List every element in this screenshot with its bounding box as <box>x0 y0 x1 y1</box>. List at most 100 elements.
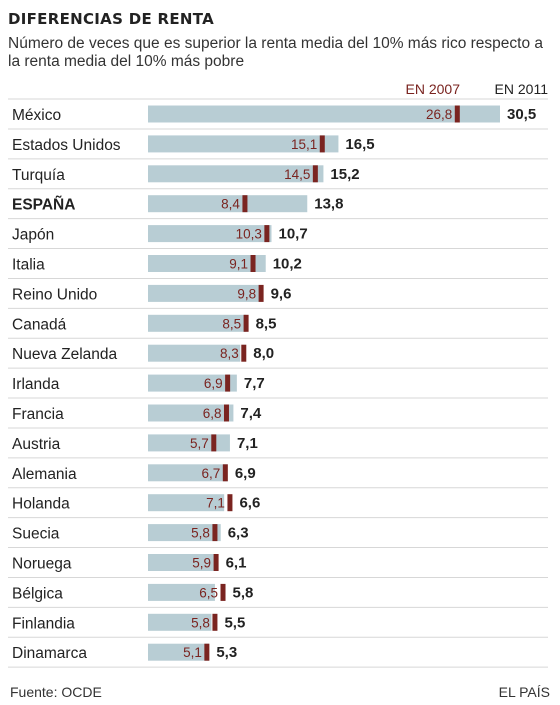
bar-2011 <box>148 524 221 542</box>
value-label-2011: 15,2 <box>330 166 359 183</box>
country-label: Holanda <box>12 496 70 513</box>
chart-title: DIFERENCIAS DE RENTA <box>8 10 215 28</box>
bar-2011 <box>148 464 228 482</box>
value-label-2007: 6,7 <box>202 466 221 481</box>
country-label: Canadá <box>12 316 67 333</box>
chart-subtitle: Número de veces que es superior la renta… <box>8 35 544 70</box>
value-label-2007: 8,3 <box>220 346 239 361</box>
value-label-2007: 6,8 <box>203 406 222 421</box>
country-label: Irlanda <box>12 376 60 393</box>
value-label-2007: 6,9 <box>204 376 223 391</box>
marker-2007 <box>241 344 247 362</box>
table-row: Turquía 14,5 15,2 <box>8 165 548 190</box>
marker-2007 <box>211 434 217 452</box>
marker-2007 <box>223 404 229 422</box>
value-label-2007: 26,8 <box>426 107 452 122</box>
publisher-credit: EL PAÍS <box>498 684 550 700</box>
table-row: México 26,8 30,5 <box>8 105 548 130</box>
value-label-2011: 5,5 <box>224 614 245 631</box>
table-row: Nueva Zelanda 8,3 8,0 <box>8 344 548 369</box>
country-label: Estados Unidos <box>12 137 121 154</box>
marker-2007 <box>212 524 218 542</box>
marker-2007 <box>454 105 460 123</box>
value-label-2007: 14,5 <box>284 167 310 182</box>
bar-2011 <box>148 583 215 601</box>
country-label: México <box>12 107 61 124</box>
table-row: Canadá 8,5 8,5 <box>8 314 548 339</box>
value-label-2011: 7,7 <box>244 375 265 392</box>
country-label: Nueva Zelanda <box>12 346 118 363</box>
marker-2007 <box>212 613 218 631</box>
marker-2007 <box>258 284 264 302</box>
legend-2007: EN 2007 <box>406 81 461 97</box>
value-label-2007: 7,1 <box>206 496 225 511</box>
bar-2011 <box>148 314 247 332</box>
value-label-2007: 5,1 <box>183 645 202 660</box>
value-label-2011: 6,1 <box>226 555 247 572</box>
bar-2011 <box>148 404 234 422</box>
table-row: ESPAÑA 8,4 13,8 <box>8 195 548 220</box>
country-label: Dinamarca <box>12 645 87 662</box>
table-row: Noruega 5,9 6,1 <box>8 554 548 578</box>
country-label: Turquía <box>12 167 65 184</box>
bar-2011 <box>148 494 225 512</box>
marker-2007 <box>243 314 249 332</box>
bar-2011 <box>148 284 259 302</box>
table-row: Irlanda 6,9 7,7 <box>8 374 548 399</box>
bar-2011 <box>148 225 272 243</box>
marker-2007 <box>242 195 248 213</box>
value-label-2011: 30,5 <box>507 106 536 123</box>
value-label-2011: 6,9 <box>235 465 256 482</box>
bar-2011 <box>148 344 241 362</box>
country-label: Italia <box>12 257 45 274</box>
country-label: Japón <box>12 227 54 244</box>
bar-2011 <box>148 165 324 183</box>
value-label-2011: 10,7 <box>278 226 307 243</box>
marker-2007 <box>204 643 210 661</box>
value-label-2011: 8,5 <box>256 315 277 332</box>
marker-2007 <box>220 583 226 601</box>
country-label: Finlandia <box>12 615 75 632</box>
country-label: Suecia <box>12 526 60 543</box>
value-label-2011: 5,3 <box>216 644 237 661</box>
table-row: Francia 6,8 7,4 <box>8 404 548 429</box>
legend-2011: EN 2011 <box>495 81 549 97</box>
value-label-2011: 10,2 <box>273 256 302 273</box>
value-label-2007: 9,1 <box>229 257 248 272</box>
country-label: Francia <box>12 406 64 423</box>
marker-2007 <box>222 464 228 482</box>
table-row: Alemania 6,7 6,9 <box>8 464 548 489</box>
bar-2011 <box>148 255 266 272</box>
value-label-2007: 5,9 <box>192 556 211 571</box>
table-row: Japón 10,3 10,7 <box>8 225 548 250</box>
country-label: Austria <box>12 436 61 453</box>
table-row: Estados Unidos 15,1 16,5 <box>8 135 548 160</box>
value-label-2007: 5,8 <box>191 615 210 630</box>
value-label-2011: 9,6 <box>271 285 292 302</box>
value-label-2007: 9,8 <box>237 286 256 301</box>
value-label-2007: 15,1 <box>291 137 317 152</box>
marker-2007 <box>227 494 233 512</box>
bar-2011 <box>148 613 212 631</box>
table-row: Holanda 7,1 6,6 <box>8 494 548 519</box>
bar-2011 <box>148 643 210 661</box>
value-label-2011: 7,1 <box>237 435 258 452</box>
table-row: Italia 9,1 10,2 <box>8 255 548 279</box>
value-label-2011: 6,3 <box>228 525 249 542</box>
marker-2007 <box>264 225 270 243</box>
marker-2007 <box>225 374 231 392</box>
value-label-2007: 8,4 <box>221 197 240 212</box>
bar-2011 <box>148 554 219 571</box>
table-row: Suecia 5,8 6,3 <box>8 524 548 549</box>
bar-2011 <box>148 135 339 153</box>
bar-2011 <box>148 434 230 452</box>
country-label: Noruega <box>12 556 72 573</box>
marker-2007 <box>319 135 325 153</box>
value-label-2011: 16,5 <box>345 136 374 153</box>
table-row: Bélgica 6,5 5,8 <box>8 583 548 608</box>
country-label: Alemania <box>12 466 77 483</box>
country-label: Bélgica <box>12 585 63 602</box>
value-label-2011: 13,8 <box>314 196 343 213</box>
legend: EN 2007 EN 2011 <box>406 81 549 97</box>
source-note: Fuente: OCDE <box>10 684 102 700</box>
